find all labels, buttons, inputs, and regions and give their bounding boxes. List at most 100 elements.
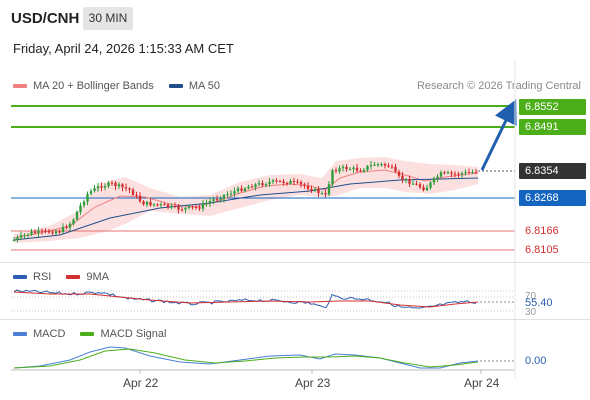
candle-body	[348, 169, 352, 171]
candle-body	[240, 188, 243, 191]
candle-body	[411, 183, 415, 185]
legend-rsi-ma-label: 9MA	[86, 271, 110, 283]
candle-body	[222, 195, 226, 199]
candle-body	[131, 189, 135, 195]
candle-body	[306, 185, 310, 189]
candle-body	[275, 180, 278, 182]
legend-macd-signal: MACD Signal	[80, 328, 166, 340]
last-price-tag: 6.8354	[519, 163, 586, 179]
macd-value-label: 0.00	[525, 355, 547, 367]
candle-body	[184, 207, 187, 210]
candle-body	[65, 227, 68, 229]
candle-body	[327, 184, 331, 195]
candle-body	[317, 188, 320, 194]
candle-body	[282, 181, 285, 183]
bollinger-band	[14, 157, 478, 243]
candle-body	[376, 164, 380, 166]
macd-panel-separator	[0, 319, 590, 320]
candle-body	[446, 172, 450, 174]
candle-body	[453, 173, 457, 175]
candle-body	[145, 201, 149, 205]
candle-body	[233, 191, 236, 194]
candle-body	[58, 231, 61, 233]
candle-body	[254, 184, 257, 188]
candle-body	[373, 164, 376, 166]
candle-body	[51, 232, 54, 234]
support-1-label: 6.8166	[525, 225, 559, 237]
candle-body	[114, 182, 117, 187]
rsi-ma-swatch-icon	[66, 275, 81, 280]
candle-body	[166, 204, 170, 208]
candle-body	[352, 167, 355, 170]
macd-signal-line	[13, 348, 479, 369]
candle-body	[79, 205, 82, 212]
legend-macd: MACD	[13, 328, 65, 340]
macd-signal-swatch-icon	[80, 332, 95, 337]
candle-body	[163, 204, 166, 206]
candle-body	[355, 167, 359, 171]
legend-rsi: RSI	[13, 271, 51, 283]
research-credit: Research © 2026 Trading Central	[416, 80, 581, 92]
candle-body	[422, 187, 425, 191]
candle-body	[170, 205, 173, 208]
datetime-label: Friday, April 24, 2026 1:15:33 AM CET	[13, 41, 234, 56]
candle-body	[457, 173, 460, 175]
pivot-tag: 6.8268	[519, 190, 586, 206]
candle-body	[425, 187, 429, 191]
rsi-line	[13, 289, 477, 309]
candle-body	[201, 203, 205, 209]
candle-body	[117, 184, 121, 187]
candle-body	[205, 203, 208, 205]
rsi-70-label: 70	[525, 291, 537, 302]
rsi-value-label: 55.40	[525, 297, 553, 309]
candle-body	[219, 198, 222, 200]
candle-body	[397, 171, 401, 176]
candle-body	[450, 172, 453, 174]
candle-body	[198, 207, 201, 209]
candle-body	[103, 186, 107, 188]
macd-legend: MACD MACD Signal	[13, 328, 178, 340]
candle-body	[54, 231, 58, 234]
candle-body	[93, 188, 96, 192]
candle-body	[394, 166, 397, 172]
candle-body	[467, 172, 471, 174]
candle-body	[369, 164, 373, 166]
candle-body	[68, 223, 72, 228]
candle-body	[334, 170, 338, 172]
rsi-panel-separator	[0, 262, 590, 263]
candle-body	[460, 173, 464, 175]
candle-body	[341, 166, 345, 169]
candle-body	[471, 171, 474, 173]
resistance-1-tag: 6.8491	[519, 119, 586, 135]
candle-body	[72, 219, 75, 224]
candle-body	[313, 188, 317, 191]
candle-body	[100, 186, 103, 188]
candle-body	[387, 165, 390, 167]
support-2-label: 6.8105	[525, 244, 559, 256]
candle-body	[436, 176, 439, 179]
x-label-apr22: Apr 22	[123, 376, 159, 390]
candle-body	[194, 206, 198, 208]
candle-body	[75, 211, 79, 220]
candle-body	[177, 206, 180, 210]
rsi-legend: RSI 9MA	[13, 271, 121, 283]
candle-body	[159, 204, 163, 206]
candle-body	[149, 201, 152, 206]
candle-body	[236, 188, 240, 192]
candle-body	[16, 237, 19, 240]
candle-body	[135, 194, 138, 196]
candle-body	[278, 181, 282, 183]
candle-body	[474, 171, 478, 173]
candle-body	[296, 181, 299, 183]
candle-body	[324, 193, 327, 195]
x-label-apr24: Apr 24	[464, 376, 500, 390]
legend-ma50: MA 50	[168, 80, 220, 92]
resistance-2-tag: 6.8552	[519, 99, 586, 115]
candle-body	[331, 170, 334, 185]
candle-body	[12, 239, 16, 241]
candle-body	[37, 230, 40, 233]
timeframe-badge[interactable]: 30 MIN	[83, 7, 133, 30]
candle-body	[268, 181, 271, 185]
candle-body	[415, 183, 418, 185]
